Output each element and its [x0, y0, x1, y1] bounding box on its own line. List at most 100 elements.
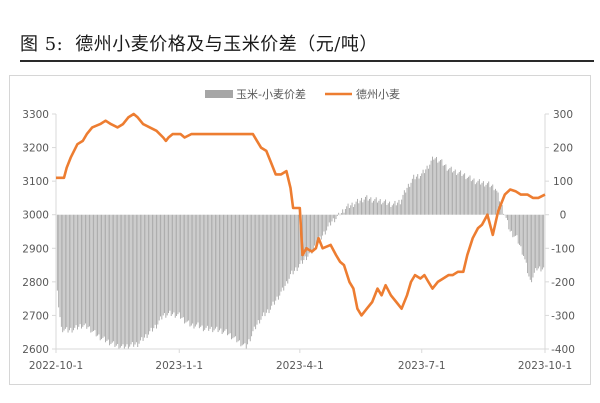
spread-bar: [472, 179, 474, 215]
spread-bar: [356, 198, 358, 215]
spread-bar: [490, 185, 492, 215]
y-right-tick-label: -400: [551, 344, 575, 356]
spread-bar: [93, 214, 94, 331]
spread-bar: [255, 214, 257, 330]
spread-bar: [519, 214, 520, 245]
spread-bar: [59, 214, 61, 318]
spread-bar: [280, 214, 282, 292]
legend-label-price: 德州小麦: [356, 87, 400, 101]
spread-bar: [129, 214, 131, 347]
spread-bar: [520, 214, 522, 247]
spread-bar: [236, 214, 238, 343]
spread-bar: [214, 214, 216, 329]
spread-bar: [269, 214, 271, 310]
spread-bar: [481, 182, 483, 215]
spread-bar: [107, 214, 109, 340]
spread-bar: [197, 214, 199, 323]
spread-bar: [444, 165, 445, 215]
spread-bar: [298, 214, 299, 268]
spread-bar: [543, 214, 545, 268]
spread-bar: [460, 170, 462, 215]
spread-bar: [190, 214, 192, 326]
spread-bar: [56, 214, 58, 291]
spread-bar: [275, 214, 277, 301]
spread-bar: [251, 214, 253, 337]
spread-bar: [419, 176, 421, 215]
spread-bar: [429, 164, 431, 215]
spread-bar: [97, 214, 98, 336]
y-left-tick-label: 2600: [22, 344, 49, 356]
spread-bar: [232, 214, 234, 339]
spread-bar: [95, 214, 97, 337]
spread-bar: [184, 214, 186, 324]
spread-bar: [308, 214, 310, 254]
spread-bar: [247, 214, 249, 345]
title-rule: [20, 60, 594, 62]
spread-bar: [406, 187, 408, 215]
spread-bar: [422, 169, 424, 215]
spread-bar: [513, 214, 515, 237]
y-right-tick-label: -300: [551, 310, 575, 322]
spread-bar: [358, 203, 360, 215]
spread-bar: [231, 214, 232, 340]
spread-bar: [476, 182, 478, 215]
spread-bar: [67, 214, 69, 333]
y-right-tick-label: 0: [560, 210, 567, 222]
spread-bar: [418, 178, 420, 215]
spread-bar: [283, 214, 285, 291]
spread-bar: [150, 214, 152, 328]
spread-bar: [137, 214, 139, 347]
spread-bar: [354, 204, 356, 215]
spread-bar: [373, 200, 374, 215]
spread-bar: [340, 213, 342, 215]
spread-bar: [344, 209, 346, 215]
spread-bar: [113, 214, 115, 342]
spread-bar: [186, 214, 188, 322]
spread-bar: [367, 200, 369, 215]
spread-bar: [438, 161, 440, 215]
spread-bar: [153, 214, 155, 329]
spread-bar: [58, 214, 60, 308]
spread-bar: [206, 214, 208, 326]
spread-bar: [213, 214, 215, 331]
spread-bar: [503, 213, 504, 215]
spread-bar: [430, 160, 432, 215]
x-tick-label: 2023-7-1: [398, 360, 446, 372]
spread-bar: [85, 214, 86, 324]
spread-bar: [279, 214, 281, 296]
spread-bar: [535, 214, 537, 269]
spread-bar: [508, 214, 510, 230]
spread-bar: [485, 184, 487, 215]
spread-bar: [285, 214, 287, 282]
spread-bar: [537, 214, 539, 269]
spread-bar: [348, 208, 350, 215]
spread-bar: [122, 214, 124, 345]
spread-bar: [437, 162, 439, 215]
spread-bar: [109, 214, 111, 346]
spread-bar: [381, 204, 382, 215]
spread-bar: [389, 201, 391, 215]
spread-bar: [86, 214, 88, 329]
spread-bar: [110, 214, 112, 344]
spread-bar: [497, 192, 499, 215]
spread-bar: [369, 198, 370, 215]
spread-bar: [227, 214, 228, 336]
spread-bar: [303, 214, 305, 261]
spread-bar: [90, 214, 92, 333]
spread-bar: [277, 214, 279, 300]
spread-bar: [166, 214, 168, 316]
spread-bar: [461, 175, 463, 215]
spread-bar: [536, 214, 538, 271]
spread-bar: [452, 172, 454, 215]
spread-bar: [335, 214, 337, 220]
spread-bar: [147, 214, 149, 335]
spread-bar: [512, 214, 514, 238]
spread-bar: [237, 214, 239, 342]
spread-bar: [351, 202, 353, 215]
spread-bar: [244, 214, 246, 344]
spread-bar: [133, 214, 135, 347]
spread-bar: [135, 214, 137, 343]
spread-bar: [331, 214, 333, 222]
spread-bar: [366, 195, 368, 215]
